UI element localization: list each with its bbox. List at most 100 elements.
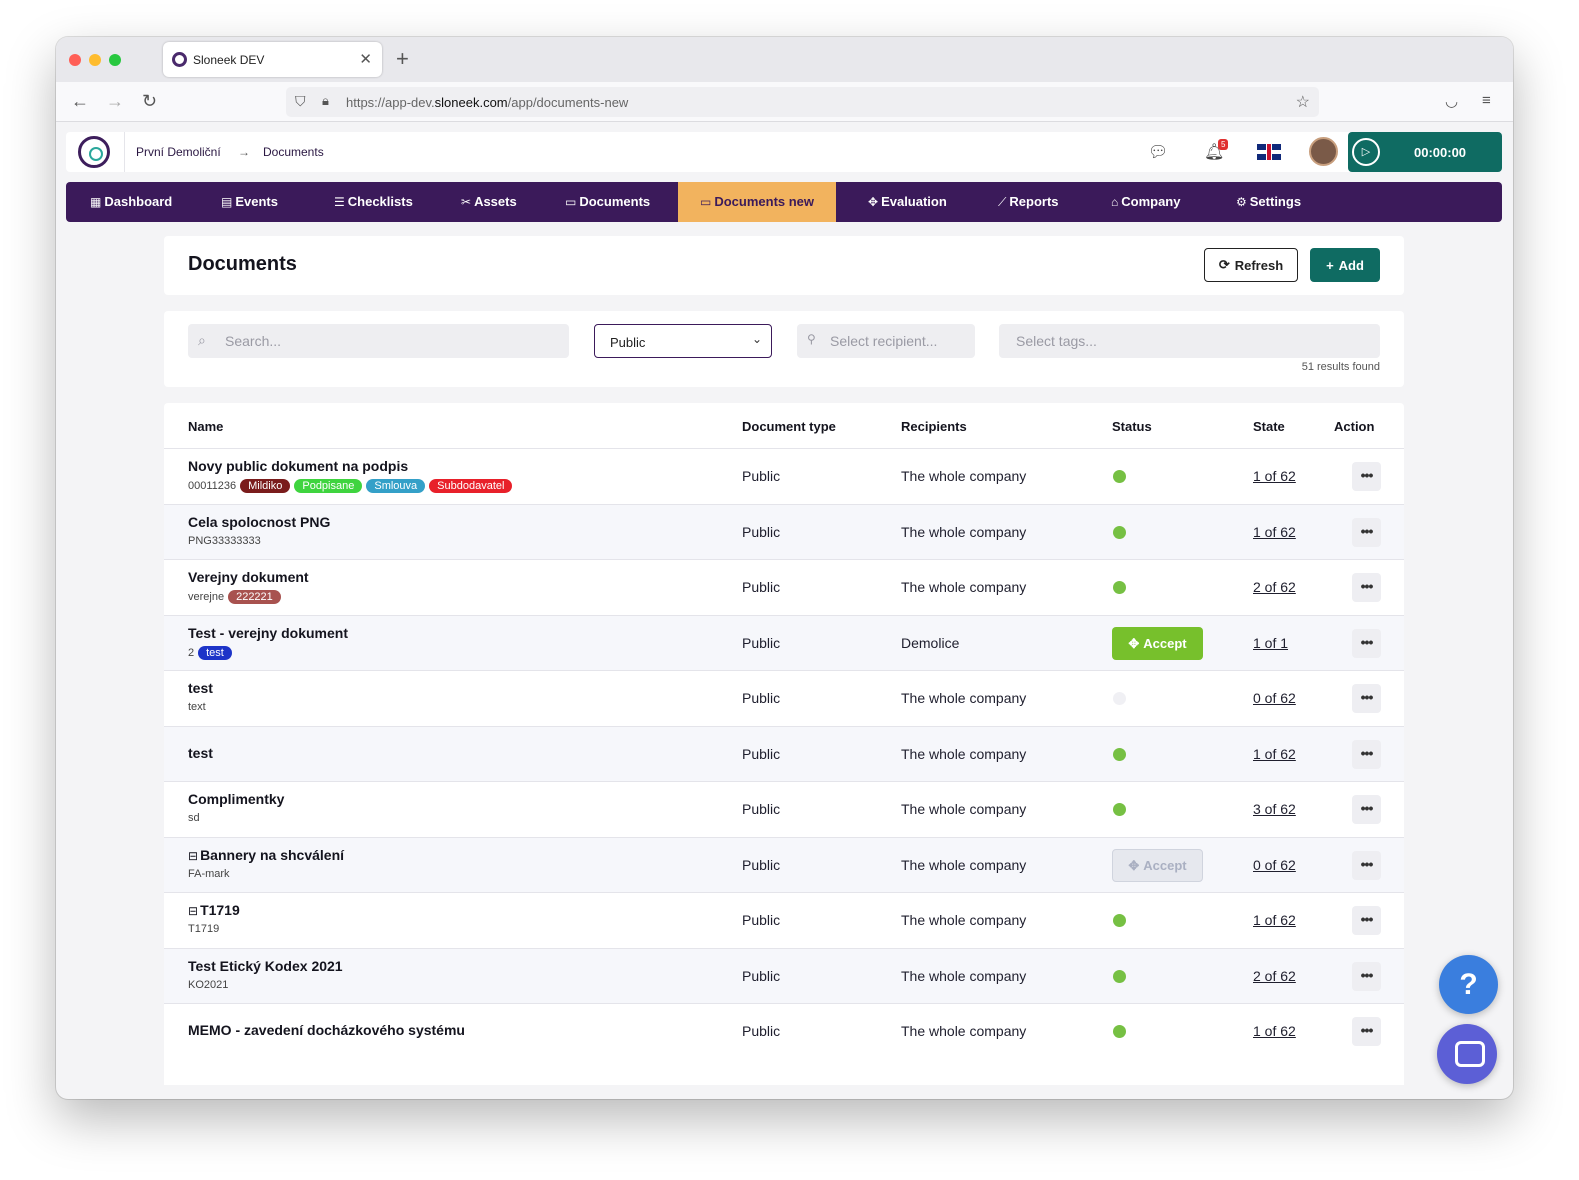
add-button[interactable]: + Add — [1310, 248, 1380, 282]
more-actions-icon[interactable]: ••• — [1352, 573, 1381, 602]
menu-item-checklists[interactable]: ☰ Checklists — [334, 194, 413, 209]
state-link[interactable]: 0 of 62 — [1253, 857, 1296, 873]
state-link[interactable]: 1 of 62 — [1253, 468, 1296, 484]
more-actions-icon[interactable]: ••• — [1352, 962, 1381, 991]
hamburger-menu-icon[interactable]: ≡ — [1482, 92, 1491, 109]
table-row[interactable]: test Public The whole company 1 of 62 ••• — [164, 726, 1404, 781]
menu-item-documents-new[interactable]: ▭ Documents new — [678, 182, 837, 222]
close-window-button[interactable] — [69, 54, 81, 66]
column-header-name[interactable]: Name — [188, 419, 224, 434]
tab-close-icon[interactable]: ✕ — [359, 51, 372, 68]
more-actions-icon[interactable]: ••• — [1352, 518, 1381, 547]
uk-flag-icon[interactable] — [1257, 144, 1281, 160]
help-button[interactable]: ? — [1439, 955, 1498, 1014]
column-header-document-type[interactable]: Document type — [742, 419, 836, 434]
state-link[interactable]: 1 of 1 — [1253, 635, 1289, 651]
menu-item-dashboard[interactable]: ▦ Dashboard — [90, 194, 173, 209]
maximize-window-button[interactable] — [109, 54, 121, 66]
chat-icon[interactable]: 💬︎ — [1148, 144, 1169, 161]
table-row[interactable]: Cela spolocnost PNG PNG33333333 Public The … — [164, 504, 1404, 559]
browser-tab[interactable]: Sloneek DEV ✕ — [163, 42, 382, 77]
shield-icon[interactable]: ⛉ — [295, 93, 306, 109]
state-link[interactable]: 1 of 62 — [1253, 912, 1296, 928]
search-input[interactable]: ⌕ Search... — [188, 324, 569, 358]
more-actions-icon[interactable]: ••• — [1352, 1017, 1381, 1046]
table-row[interactable]: Test Etický Kodex 2021 KO2021 Public The wh… — [164, 948, 1404, 1003]
play-icon[interactable]: ▷ — [1352, 138, 1380, 166]
new-tab-icon[interactable]: + — [396, 46, 409, 71]
reload-icon[interactable]: ↻ — [142, 91, 158, 111]
document-type: Public — [742, 524, 781, 540]
menu-item-reports[interactable]: ⟋ Reports — [998, 194, 1059, 209]
minimize-window-button[interactable] — [89, 54, 101, 66]
more-actions-icon[interactable]: ••• — [1352, 629, 1381, 658]
menu-item-company[interactable]: ⌂ Company — [1111, 194, 1181, 209]
table-row[interactable]: Novy public dokument na podpis 00011236 Mi… — [164, 448, 1404, 503]
more-actions-icon[interactable]: ••• — [1352, 684, 1381, 713]
handshake-icon: ✥ — [1128, 635, 1140, 651]
accept-button[interactable]: ✥ Accept — [1112, 627, 1203, 660]
state-link[interactable]: 1 of 62 — [1253, 1023, 1296, 1039]
more-actions-icon[interactable]: ••• — [1352, 462, 1381, 491]
lock-icon[interactable]: 🔒︎ — [322, 93, 329, 108]
url-text[interactable]: https://app-dev.sloneek.com/app/document… — [346, 95, 629, 110]
chat-widget-button[interactable] — [1437, 1024, 1497, 1084]
table-row[interactable]: MEMO - zavedení docházkového systému Publ… — [164, 1003, 1404, 1058]
user-icon: ⚲ — [807, 332, 816, 346]
table-row[interactable]: ⊟ Bannery na shcválení FA-mark Public The wh… — [164, 837, 1404, 892]
document-name[interactable]: Complimentky — [188, 791, 285, 807]
recipient-select[interactable]: ⚲ Select recipient... — [797, 324, 975, 358]
more-actions-icon[interactable]: ••• — [1352, 795, 1381, 824]
address-bar[interactable]: ⛉ 🔒︎ https://app-dev.sloneek.com/app/doc… — [286, 87, 1319, 117]
tags-select[interactable]: Select tags... — [999, 324, 1380, 358]
more-actions-icon[interactable]: ••• — [1352, 851, 1381, 880]
forward-icon[interactable]: → — [106, 91, 124, 111]
table-row[interactable]: Complimentky sd Public The whole company 3 o… — [164, 781, 1404, 836]
document-name[interactable]: Cela spolocnost PNG — [188, 514, 331, 530]
state-link[interactable]: 2 of 62 — [1253, 968, 1296, 984]
refresh-button[interactable]: ⟳ Refresh — [1204, 248, 1298, 282]
pocket-icon[interactable]: ◡ — [1445, 93, 1459, 110]
table-row[interactable]: test text Public The whole company 0 of 62 ••… — [164, 670, 1404, 725]
sloneek-logo[interactable] — [78, 136, 110, 168]
menu-item-settings[interactable]: ⚙ Settings — [1236, 194, 1302, 209]
menu-item-events[interactable]: ▤ Events — [221, 194, 278, 209]
document-name[interactable]: Verejny dokument — [188, 569, 309, 585]
document-type: Public — [742, 690, 781, 706]
menu-item-assets[interactable]: ✂ Assets — [461, 194, 517, 209]
state-link[interactable]: 0 of 62 — [1253, 690, 1296, 706]
more-actions-icon[interactable]: ••• — [1352, 740, 1381, 769]
page-title: Documents — [188, 253, 297, 275]
archive-icon: ⊟ — [188, 849, 199, 863]
breadcrumb-company[interactable]: První Demoliční — [136, 145, 221, 159]
column-header-state[interactable]: State — [1253, 419, 1285, 434]
recipients: The whole company — [901, 746, 1027, 762]
state-link[interactable]: 1 of 62 — [1253, 746, 1296, 762]
table-row[interactable]: Test - verejny dokument 2 test Public Demoli… — [164, 615, 1404, 670]
bookmark-star-icon[interactable]: ☆ — [1295, 94, 1310, 111]
state-link[interactable]: 3 of 62 — [1253, 801, 1296, 817]
state-link[interactable]: 2 of 62 — [1253, 579, 1296, 595]
more-actions-icon[interactable]: ••• — [1352, 906, 1381, 935]
menu-item-evaluation[interactable]: ✥ Evaluation — [868, 194, 947, 209]
document-name[interactable]: ⊟ T1719 — [188, 902, 240, 918]
document-name[interactable]: Test - verejny dokument — [188, 625, 349, 641]
back-icon[interactable]: ← — [71, 91, 89, 111]
column-header-recipients[interactable]: Recipients — [901, 419, 967, 434]
column-header-status[interactable]: Status — [1112, 419, 1152, 434]
document-name[interactable]: MEMO - zavedení docházkového systému — [188, 1022, 465, 1038]
document-name[interactable]: ⊟ Bannery na shcválení — [188, 847, 345, 863]
page-title-card: Documents ⟳ Refresh + Add — [164, 236, 1404, 295]
state-link[interactable]: 1 of 62 — [1253, 524, 1296, 540]
document-name[interactable]: test — [188, 745, 213, 761]
document-name[interactable]: Novy public dokument na podpis — [188, 458, 409, 474]
table-row[interactable]: ⊟ T1719 T1719 Public The whole company 1 of 6… — [164, 892, 1404, 947]
list-check-icon: ☰ — [334, 195, 345, 209]
document-name[interactable]: Test Etický Kodex 2021 — [188, 958, 343, 974]
document-type-select[interactable]: Public ⌄ — [594, 324, 772, 358]
table-row[interactable]: Verejny dokument verejne 222221 Public The w… — [164, 559, 1404, 614]
document-name[interactable]: test — [188, 680, 213, 696]
status-dot — [1113, 526, 1126, 539]
avatar[interactable] — [1309, 137, 1338, 166]
menu-item-documents[interactable]: ▭ Documents — [565, 194, 651, 209]
